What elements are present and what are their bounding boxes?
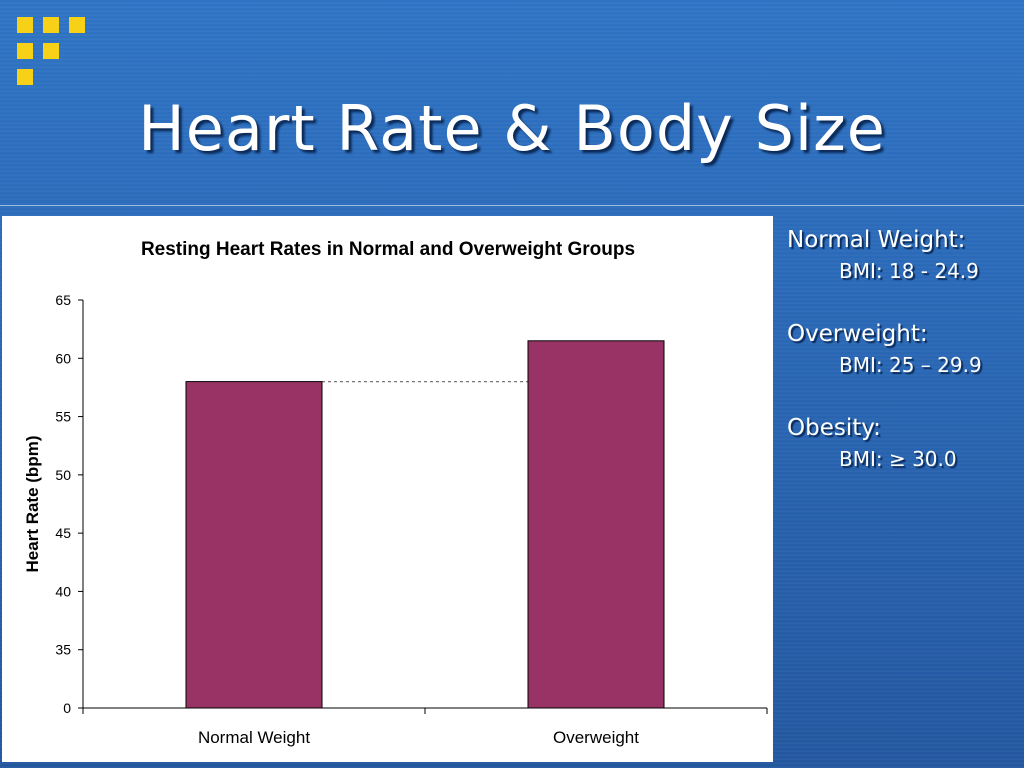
logo-square [43,17,59,33]
y-tick-label: 60 [55,350,71,366]
y-tick-label: 0 [63,700,71,716]
logo-square [17,17,33,33]
chart-title: Resting Heart Rates in Normal and Overwe… [141,239,635,260]
bmi-obesity: BMI: ≥ 30.0 [839,447,957,471]
slide-title: Heart Rate & Body Size [138,92,886,165]
y-tick-label: 35 [55,642,71,658]
y-axis-label: Heart Rate (bpm) [23,436,42,573]
bmi-definitions: Normal Weight: BMI: 18 - 24.9 Overweight… [787,224,1022,506]
logo-square [43,43,59,59]
bar-chart: Resting Heart Rates in Normal and Overwe… [23,239,768,747]
y-tick-label: 55 [55,409,71,425]
category-overweight: Overweight: [787,321,928,347]
title-divider [0,205,1024,206]
y-tick-label: 50 [55,467,71,483]
logo-square [69,17,85,33]
category-normal-weight: Normal Weight: [787,227,966,253]
bar-normal-weight [185,381,323,709]
chart-panel: Resting Heart Rates in Normal and Overwe… [2,216,773,762]
bmi-normal-weight: BMI: 18 - 24.9 [839,259,979,283]
y-tick-label: 40 [55,583,71,599]
x-tick-label: Overweight [553,728,639,747]
logo-square [17,43,33,59]
bmi-overweight: BMI: 25 – 29.9 [839,353,982,377]
yellow-squares-logo [17,17,87,87]
y-tick-label: 65 [55,292,71,308]
bar-overweight [527,340,665,709]
y-tick-label: 45 [55,525,71,541]
category-obesity: Obesity: [787,415,881,441]
x-tick-label: Normal Weight [198,728,310,747]
logo-square [17,69,33,85]
